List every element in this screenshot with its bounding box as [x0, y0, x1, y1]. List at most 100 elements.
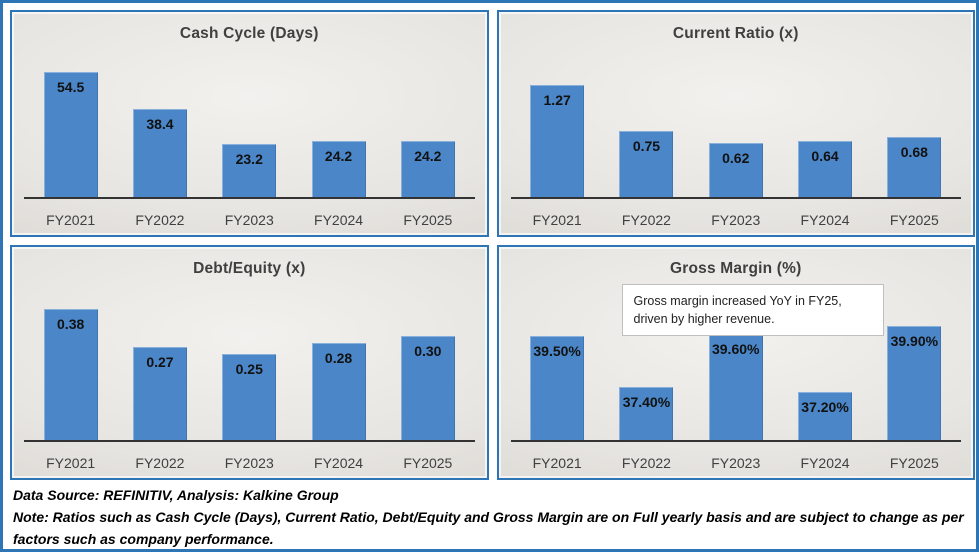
x-axis-labels: FY2021 FY2022 FY2023 FY2024 FY2025 [26, 455, 473, 471]
footer-source: Data Source: REFINITIV, Analysis: Kalkin… [13, 487, 339, 503]
x-axis-label: FY2023 [224, 455, 274, 471]
x-axis-label: FY2023 [711, 212, 761, 228]
annotation-box: Gross margin increased YoY in FY25, driv… [621, 284, 884, 337]
x-axis-label: FY2023 [224, 212, 274, 228]
bar-column: 54.5 [26, 47, 115, 197]
bar: 39.90% [887, 326, 942, 440]
bar-column: 24.2 [294, 47, 383, 197]
bar-column: 39.50% [513, 290, 602, 440]
bar-column: 39.90% [870, 290, 959, 440]
bar-column: 0.62 [691, 47, 780, 197]
bar-column: 0.28 [294, 290, 383, 440]
x-axis-line [24, 197, 475, 199]
bar-column: 0.64 [780, 47, 869, 197]
bar-value-label: 23.2 [235, 151, 263, 167]
bar-column: 1.27 [513, 47, 602, 197]
bar-column: 37.20% [780, 290, 869, 440]
bar-value-label: 39.90% [890, 333, 939, 349]
bar-column: 23.2 [205, 47, 294, 197]
bar: 39.50% [530, 336, 585, 440]
x-axis-label: FY2024 [800, 455, 850, 471]
bar: 0.38 [43, 309, 98, 440]
bar-column: 38.4 [115, 47, 204, 197]
x-axis-labels: FY2021 FY2022 FY2023 FY2024 FY2025 [513, 212, 960, 228]
charts-grid: Cash Cycle (Days) 54.5 38.4 23.2 24.2 24.2 F… [10, 10, 975, 480]
x-axis-label: FY2022 [135, 455, 185, 471]
bar: 0.64 [798, 141, 853, 197]
bar: 0.30 [400, 336, 455, 440]
bar: 24.2 [311, 141, 366, 197]
bar: 24.2 [400, 141, 455, 197]
bar-column: 0.27 [115, 290, 204, 440]
bar: 0.27 [132, 347, 187, 440]
x-axis-line [510, 197, 961, 199]
x-axis-line [24, 440, 475, 442]
bars-area: 1.27 0.75 0.62 0.64 0.68 [513, 47, 960, 197]
bar-value-label: 39.60% [711, 341, 760, 357]
x-axis-label: FY2022 [135, 212, 185, 228]
x-axis-label: FY2024 [314, 455, 364, 471]
bar: 39.60% [708, 334, 763, 440]
x-axis-label: FY2024 [314, 212, 364, 228]
chart-panel-gross-margin: Gross Margin (%) Gross margin increased … [496, 245, 975, 480]
chart-title: Cash Cycle (Days) [179, 25, 319, 42]
bar: 54.5 [43, 72, 98, 197]
chart-title: Current Ratio (x) [672, 25, 799, 42]
x-axis-label: FY2021 [46, 212, 96, 228]
chart-title: Gross Margin (%) [669, 260, 802, 277]
bar-value-label: 0.30 [414, 343, 442, 359]
bars-area: 39.50% 37.40% 39.60% 37.20% 39.90% [513, 290, 960, 440]
bar-value-label: 24.2 [414, 148, 442, 164]
bar: 37.20% [798, 392, 853, 440]
bar: 1.27 [530, 85, 585, 197]
bar: 0.62 [708, 143, 763, 197]
bar: 0.75 [619, 131, 674, 197]
x-axis-label: FY2025 [889, 212, 939, 228]
x-axis-label: FY2024 [800, 212, 850, 228]
chart-title: Debt/Equity (x) [193, 260, 306, 277]
x-axis-labels: FY2021 FY2022 FY2023 FY2024 FY2025 [513, 455, 960, 471]
bar-column: 0.75 [602, 47, 691, 197]
bar-column: 0.30 [383, 290, 472, 440]
chart-panel-cash-cycle: Cash Cycle (Days) 54.5 38.4 23.2 24.2 24.2 F… [10, 10, 489, 237]
bar-column: 37.40% [602, 290, 691, 440]
x-axis-label: FY2023 [711, 455, 761, 471]
bar: 23.2 [222, 144, 277, 197]
bar-value-label: 1.27 [543, 92, 571, 108]
bar: 37.40% [619, 387, 674, 440]
bar: 38.4 [132, 109, 187, 197]
bar-column: 39.60% [691, 290, 780, 440]
bar: 0.25 [222, 354, 277, 440]
bar-value-label: 54.5 [57, 79, 85, 95]
bar-value-label: 0.68 [900, 144, 928, 160]
bar-value-label: 0.25 [235, 361, 263, 377]
chart-panel-current-ratio: Current Ratio (x) 1.27 0.75 0.62 0.64 0.68 F… [496, 10, 975, 237]
x-axis-label: FY2021 [532, 455, 582, 471]
annotation-text-line: Gross margin increased YoY in FY25, [633, 294, 842, 308]
bar-value-label: 0.27 [146, 354, 174, 370]
bar-value-label: 37.20% [801, 399, 849, 415]
bar-value-label: 0.75 [632, 138, 661, 154]
bar-value-label: 0.28 [324, 350, 353, 366]
x-axis-label: FY2025 [403, 455, 453, 471]
bar-column: 24.2 [383, 47, 472, 197]
bars-area: 54.5 38.4 23.2 24.2 24.2 [26, 47, 473, 197]
bar-value-label: 24.2 [324, 148, 353, 164]
bar-value-label: 39.50% [533, 343, 581, 359]
bar-value-label: 38.4 [146, 116, 174, 132]
chart-panel-debt-equity: Debt/Equity (x) 0.38 0.27 0.25 0.28 0.30 FY2… [10, 245, 489, 480]
bar-column: 0.25 [205, 290, 294, 440]
x-axis-label: FY2021 [532, 212, 582, 228]
bar-value-label: 37.40% [622, 394, 671, 410]
x-axis-label: FY2025 [403, 212, 453, 228]
bars-area: 0.38 0.27 0.25 0.28 0.30 [26, 290, 473, 440]
bar: 0.68 [887, 137, 942, 197]
bar-value-label: 0.62 [722, 150, 750, 166]
bar: 0.28 [311, 343, 366, 440]
x-axis-line [510, 440, 961, 442]
bar-value-label: 0.38 [57, 316, 85, 332]
x-axis-labels: FY2021 FY2022 FY2023 FY2024 FY2025 [26, 212, 473, 228]
annotation-text-line: driven by higher revenue. [633, 312, 775, 327]
x-axis-label: FY2022 [621, 455, 671, 471]
